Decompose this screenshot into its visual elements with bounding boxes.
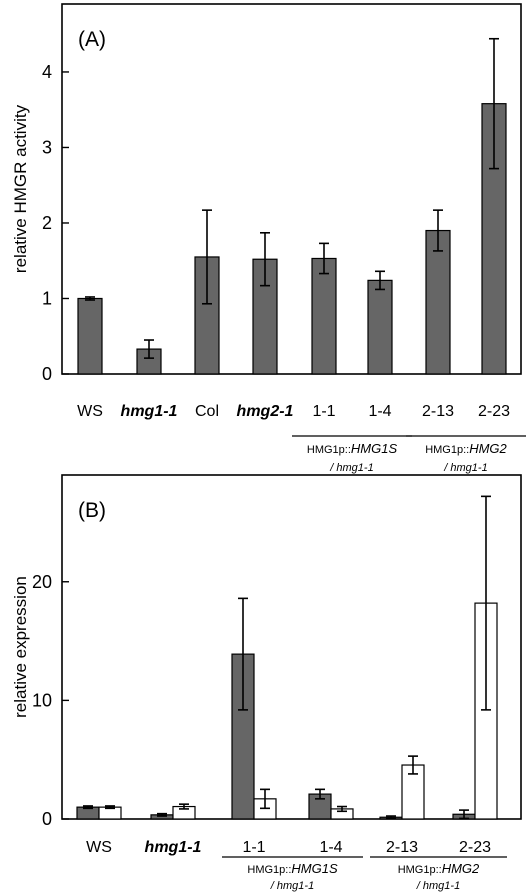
y-tick-label: 20 — [32, 572, 52, 592]
error-bar — [260, 788, 270, 810]
error-bar — [433, 209, 443, 252]
error-bar — [157, 812, 167, 817]
group-label-line1: HMG1p::HMG2 — [425, 441, 507, 456]
error-bar — [337, 805, 347, 813]
error-bar — [319, 242, 329, 275]
error-bar — [83, 805, 93, 810]
error-bar — [489, 37, 499, 170]
y-tick-label: 10 — [32, 690, 52, 710]
group-label-line1: HMG1p::HMG1S — [307, 441, 398, 456]
x-category-label: hmg1-1 — [145, 839, 202, 856]
panel-label: (B) — [78, 499, 106, 522]
group-label-gene: HMG1S — [291, 861, 338, 876]
bar — [425, 229, 451, 375]
group-label-prefix: HMG1p:: — [425, 444, 469, 456]
y-tick-label: 4 — [42, 62, 52, 82]
y-tick-label: 0 — [42, 809, 52, 829]
error-bar — [408, 755, 418, 775]
group-label-gene: HMG2 — [442, 861, 480, 876]
x-category-label: 1-4 — [368, 403, 391, 420]
x-category-label: 2-13 — [422, 403, 454, 420]
y-axis-label: relative expression — [11, 576, 30, 718]
group-label-line2: / hmg1-1 — [416, 880, 460, 892]
x-category-label: WS — [77, 403, 103, 420]
error-bar — [105, 805, 115, 810]
group-label-prefix: HMG1p:: — [398, 864, 442, 876]
x-category-label: hmg2-1 — [237, 403, 294, 420]
error-bar — [260, 231, 270, 287]
error-bar — [315, 788, 325, 800]
error-bar — [85, 296, 95, 301]
group-label-gene: HMG1S — [351, 441, 398, 456]
y-tick-label: 1 — [42, 288, 52, 308]
x-category-label: 2-23 — [478, 403, 510, 420]
x-category-label: 2-13 — [386, 839, 418, 856]
x-category-label: Col — [195, 403, 219, 420]
group-label-line1: HMG1p::HMG2 — [398, 861, 480, 876]
bar — [252, 258, 278, 375]
error-bar — [179, 803, 189, 810]
error-bar — [386, 815, 396, 820]
bar — [311, 257, 337, 375]
group-label-gene: HMG2 — [469, 441, 507, 456]
x-category-label: 2-23 — [459, 839, 491, 856]
error-bar — [375, 270, 385, 291]
group-label-prefix: HMG1p:: — [307, 444, 351, 456]
x-category-label: 1-4 — [319, 839, 342, 856]
error-bar — [481, 495, 491, 711]
group-label-prefix: HMG1p:: — [247, 864, 291, 876]
group-label-line1: HMG1p::HMG1S — [247, 861, 338, 876]
x-category-label: 1-1 — [312, 403, 335, 420]
plot-frame — [61, 474, 522, 820]
error-bar — [459, 809, 469, 820]
x-category-label: WS — [86, 839, 112, 856]
error-bar — [238, 597, 248, 711]
plot-frame — [61, 3, 522, 375]
group-label-line2: / hmg1-1 — [329, 462, 373, 474]
y-tick-label: 2 — [42, 213, 52, 233]
x-category-label: hmg1-1 — [121, 403, 178, 420]
group-label-line2: / hmg1-1 — [443, 462, 487, 474]
panel-label: (A) — [78, 28, 106, 51]
error-bar — [202, 209, 212, 305]
bar — [77, 297, 103, 375]
bar — [367, 279, 393, 375]
x-category-label: 1-1 — [242, 839, 265, 856]
error-bar — [144, 339, 154, 359]
y-axis-label: relative HMGR activity — [11, 104, 30, 273]
y-tick-label: 0 — [42, 364, 52, 384]
group-label-line2: / hmg1-1 — [270, 880, 314, 892]
y-tick-label: 3 — [42, 137, 52, 157]
